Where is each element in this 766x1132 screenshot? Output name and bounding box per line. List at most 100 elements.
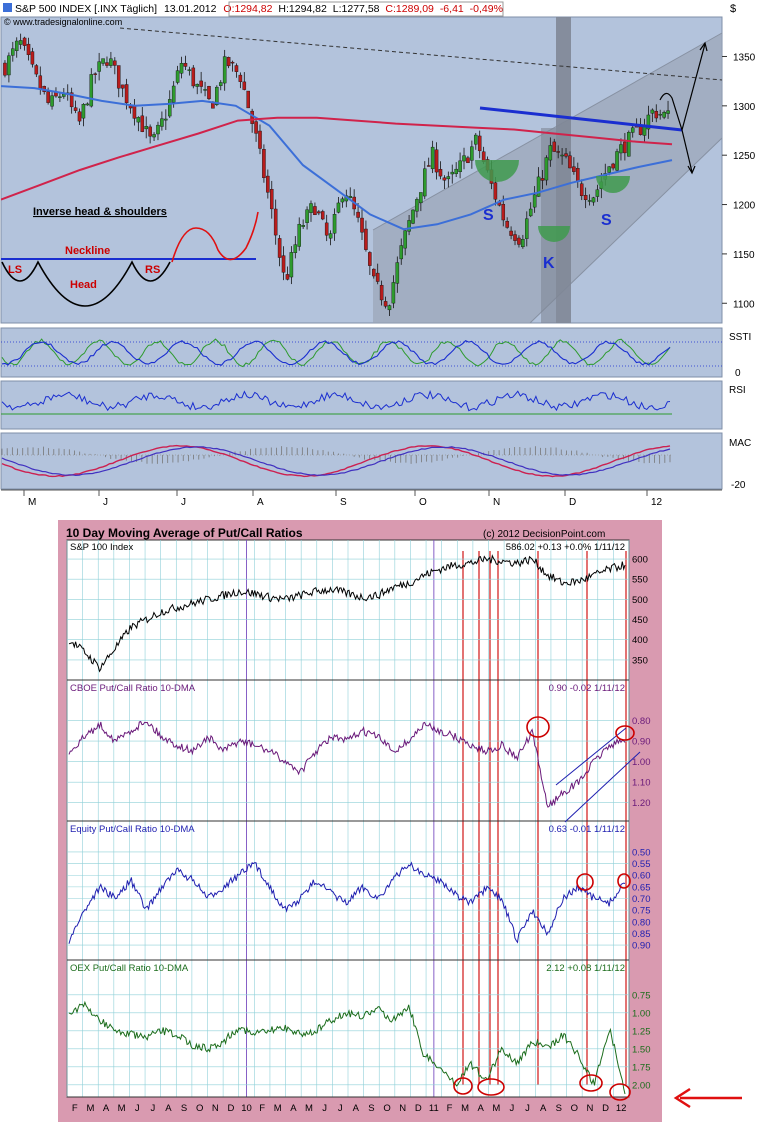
bottom-month-label: 11 (429, 1103, 439, 1114)
top-month-label: 12 (651, 497, 663, 508)
schematic-ls: LS (8, 264, 22, 276)
highlight-circle (617, 873, 631, 889)
candle-body (215, 86, 219, 105)
candle-body (97, 61, 101, 72)
projection-arrow-top (659, 92, 683, 131)
top-month-label: S (340, 497, 347, 508)
bottom-axis-label: 0.55 (632, 859, 651, 870)
candle-body (630, 127, 635, 133)
top-month-label: N (493, 497, 500, 508)
bottom-month-label: M (305, 1103, 313, 1114)
bottom-axis-label: 600 (632, 555, 648, 566)
candle-body (646, 114, 651, 130)
candle-body (517, 237, 521, 245)
bottom-month-label: 12 (616, 1103, 627, 1114)
bottom-panels: 600 550 500 450 400 350 S&P 100 Index 586.02 +0… (66, 539, 651, 1101)
candle-body (450, 171, 455, 175)
bottom-axis-label: 500 (632, 595, 648, 606)
bottom-axis-label: 2.00 (632, 1080, 651, 1091)
header-value-box (228, 1, 504, 17)
candle-body (171, 85, 176, 103)
candle-body (258, 130, 262, 149)
candle-body (305, 209, 309, 223)
candle-body (391, 282, 396, 304)
bottom-month-label: F (72, 1103, 78, 1114)
candle-body (203, 89, 207, 91)
projection-arrow-down (681, 129, 693, 173)
candle-body (556, 151, 560, 153)
candle-body (324, 222, 329, 236)
bottom-month-label: M (86, 1103, 94, 1114)
candle-body (113, 60, 117, 66)
bottom-axis-label: 1.20 (632, 798, 651, 809)
candle-body (26, 43, 31, 56)
candle-body (662, 112, 666, 118)
candle-body (254, 121, 258, 134)
candle-body (576, 168, 580, 182)
candle-body (281, 255, 286, 273)
macd-axis-label: -20 (731, 480, 746, 491)
bottom-axis-label: 0.80 (632, 716, 651, 727)
candle-body (136, 117, 141, 123)
candle-body (124, 84, 129, 104)
candle-body (14, 40, 19, 51)
bottom-month-label: J (338, 1103, 343, 1114)
candle-body (552, 141, 557, 152)
projection-arrowhead-up (699, 41, 708, 52)
candle-body (356, 211, 360, 218)
candle-body (273, 208, 278, 236)
candle-body (564, 153, 568, 157)
bottom-month-label: S (368, 1103, 374, 1114)
candle-body (658, 113, 662, 116)
dashed-trendline (119, 27, 723, 81)
candle-body (583, 195, 588, 201)
candle-body (234, 65, 239, 72)
candle-body (591, 197, 596, 203)
price-candles (3, 33, 670, 317)
bottom-month-label: N (212, 1103, 219, 1114)
macd-histogram (1, 446, 671, 464)
panel-readout: 0.63 -0.01 1/11/12 (549, 824, 625, 835)
candle-body (289, 252, 294, 278)
projection-arrow-up (681, 43, 706, 131)
candle-body (544, 157, 549, 181)
series-line (68, 861, 626, 944)
candle-body (85, 103, 90, 106)
candle-body (442, 177, 447, 181)
candle-body (105, 62, 109, 66)
candle-body (505, 221, 509, 228)
candle-body (399, 245, 404, 260)
candle-body (226, 57, 231, 67)
candle-body (160, 118, 164, 127)
candle-body (3, 62, 7, 76)
candle-body (627, 132, 631, 157)
candle-body (187, 69, 192, 71)
candle-body (536, 176, 541, 197)
candle-body (407, 220, 411, 232)
red-pointer-arrow (673, 1087, 742, 1109)
bottom-month-label: M (274, 1103, 282, 1114)
candle-body (81, 104, 86, 119)
bottom-month-label: J (135, 1103, 140, 1114)
cboe-channel-lower (564, 751, 641, 823)
bottom-month-label: S (556, 1103, 562, 1114)
top-month-label: M (28, 497, 36, 508)
series-line (68, 720, 626, 808)
candle-body (179, 63, 184, 74)
schematic-rs: RS (145, 264, 160, 276)
moving-average-red (1, 116, 673, 201)
candle-body (454, 168, 458, 175)
highlight-circle (615, 725, 635, 741)
ssti-line-green (1, 338, 671, 368)
price-axis-label: 1350 (733, 52, 756, 63)
candle-body (34, 65, 39, 75)
panel-name: OEX Put/Call Ratio 10-DMA (70, 963, 189, 974)
candle-body (222, 56, 227, 84)
candle-body (77, 111, 82, 122)
bottom-month-label: D (602, 1103, 609, 1114)
neckline-blue (479, 106, 683, 132)
candle-body (293, 244, 298, 254)
candle-body (666, 110, 670, 114)
price-axis: 1350 1300 1250 1200 1150 1100 (722, 52, 756, 310)
candle-body (434, 149, 439, 173)
